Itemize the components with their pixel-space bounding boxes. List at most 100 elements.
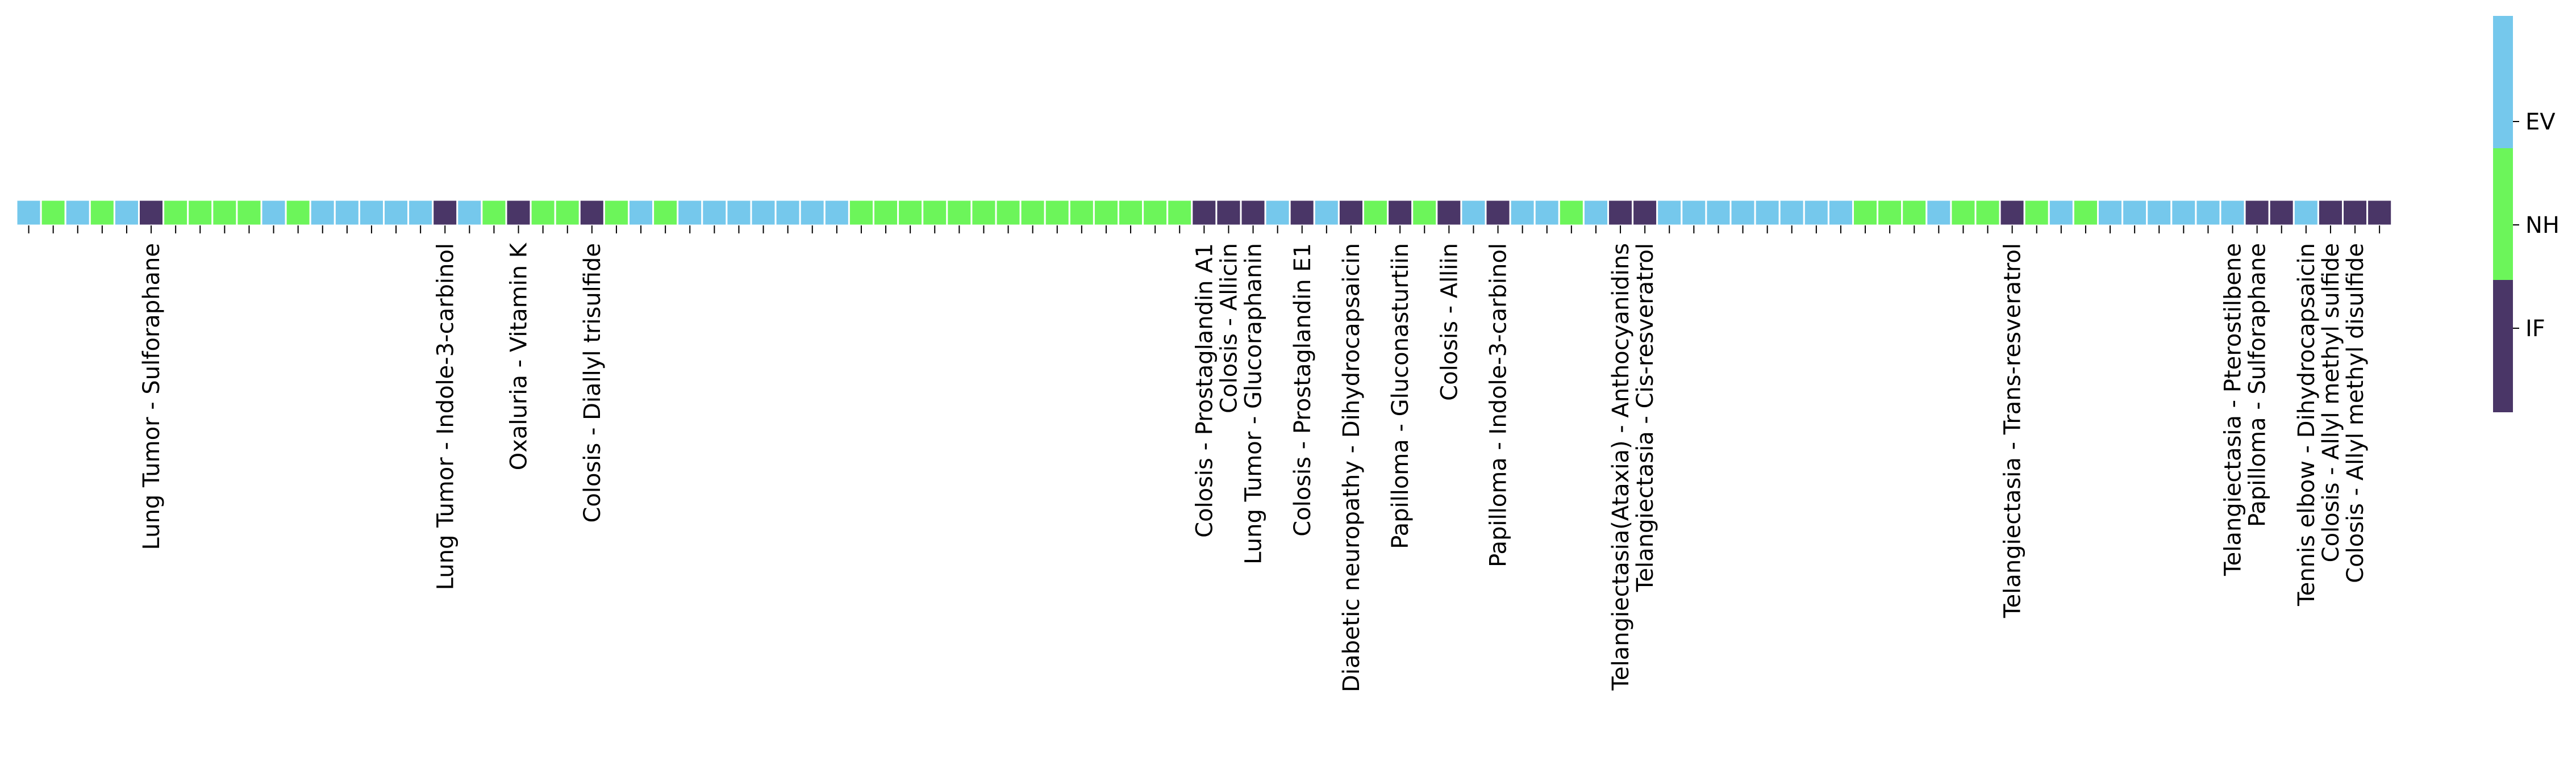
heatmap-cell [2219,199,2246,227]
heatmap-cell [701,199,728,227]
heatmap-cell [1191,199,1218,227]
colorbar-label-nh: NH [2525,212,2560,239]
heatmap-cell [1166,199,1193,227]
heatmap-cell [2292,199,2319,227]
heatmap-cell [554,199,581,227]
colorbar-segment-ev [2493,16,2513,148]
heatmap-cell [774,199,801,227]
heatmap-cell [1215,199,1242,227]
heatmap-cells [15,199,2393,227]
heatmap-cell [334,199,360,227]
heatmap-cell [2317,199,2344,227]
heatmap-cell [1803,199,1829,227]
heatmap-cell [2097,199,2124,227]
x-tick-label: Diabetic neuropathy - Dihydrocapsaicin [1339,243,1365,692]
heatmap-cell [1778,199,1805,227]
x-tick-label: Papilloma - Indole-3-carbinol [1486,243,1512,567]
heatmap-cell [1533,199,1560,227]
heatmap-cell [1877,199,1903,227]
colorbar-segment-nh [2493,148,2513,280]
heatmap-cell [1460,199,1487,227]
heatmap-cell [1118,199,1144,227]
x-tick-label: Colosis - Alliin [1436,243,1462,401]
heatmap-cell [481,199,507,227]
heatmap-cell [358,199,385,227]
heatmap-cell [897,199,924,227]
heatmap-cell [2366,199,2393,227]
heatmap-cell [211,199,238,227]
heatmap-cell [1607,199,1634,227]
colorbar-segment-if [2493,280,2513,412]
heatmap-cell [799,199,826,227]
colorbar: EV NH IF [2493,16,2560,412]
x-tick-label: Colosis - Prostaglandin E1 [1290,243,1316,537]
x-tick-label: Lung Tumor - Sulforaphane [139,243,165,550]
x-tick-label: Papilloma - Gluconasturtiin [1387,243,1414,549]
heatmap-cell [64,199,91,227]
x-tick-label: Lung Tumor - Glucoraphanin [1241,243,1267,564]
heatmap-cell [823,199,850,227]
heatmap-cell [260,199,287,227]
x-tick-label: Colosis - Allyl methyl sulfide [2318,243,2344,562]
heatmap-cell [1068,199,1095,227]
heatmap-cell [652,199,679,227]
heatmap-cell [236,199,262,227]
x-tick-label: Telangiectasia(Ataxia) - Anthocyanidins [1608,243,1634,691]
heatmap-cell [138,199,165,227]
heatmap-cell [995,199,1022,227]
x-tick-label: Tennis elbow - Dihydrocapsaicin [2294,243,2320,606]
x-tick-label: Papilloma - Sulforaphane [2245,243,2271,527]
x-tick-label: Telangiectasia - Cis-resveratrol [1632,243,1658,592]
heatmap-cell [1240,199,1266,227]
heatmap-cell [40,199,66,227]
heatmap-cell [677,199,703,227]
heatmap-cell [750,199,777,227]
heatmap-cell [1337,199,1364,227]
heatmap-cell [309,199,336,227]
heatmap-cell [1974,199,2001,227]
heatmap-cell [285,199,311,227]
heatmap-cell [922,199,948,227]
heatmap-cell [2342,199,2369,227]
x-tick-label: Colosis - Diallyl trisulfide [580,243,606,523]
heatmap-cell [2146,199,2173,227]
heatmap-cell [1632,199,1658,227]
heatmap-cell [187,199,214,227]
heatmap-tick-labels: Lung Tumor - Sulforaphane Lung Tumor - In… [139,242,2369,692]
heatmap-cell [970,199,997,227]
heatmap-cell [383,199,410,227]
x-tick-label: Telangiectasia - Pterostilbene [2220,243,2246,576]
heatmap-cell [628,199,655,227]
heatmap-cell [1313,199,1340,227]
heatmap-cell [1411,199,1438,227]
heatmap-cell [505,199,532,227]
heatmap-cell [1044,199,1070,227]
heatmap-cell [113,199,140,227]
heatmap-cell [2023,199,2050,227]
x-tick-label: Lung Tumor - Indole-3-carbinol [432,243,458,590]
heatmap-cell [1901,199,1928,227]
heatmap-cell [1729,199,1756,227]
heatmap-cell [2121,199,2148,227]
heatmap-cell [2195,199,2221,227]
heatmap-cell [1681,199,1707,227]
heatmap-cell [1436,199,1462,227]
heatmap-cell [726,199,752,227]
heatmap-cell [1289,199,1315,227]
heatmap-cell [1142,199,1169,227]
heatmap-cell [162,199,189,227]
heatmap-cell [1827,199,1854,227]
heatmap-cell [848,199,875,227]
x-tick-label: Telangiectasia - Trans-resveratrol [2000,243,2026,618]
heatmap-cell [1999,199,2025,227]
heatmap-cell [1093,199,1120,227]
heatmap-cell [2048,199,2074,227]
x-tick-label: Colosis - Allyl methyl disulfide [2342,243,2369,583]
x-tick-label: Colosis - Prostaglandin A1 [1191,243,1218,538]
heatmap-cell [1019,199,1046,227]
heatmap-cell [2268,199,2295,227]
x-tick-label: Colosis - Allicin [1216,243,1242,413]
colorbar-label-ev: EV [2525,109,2556,135]
heatmap-cell [89,199,115,227]
heatmap-cell [456,199,483,227]
